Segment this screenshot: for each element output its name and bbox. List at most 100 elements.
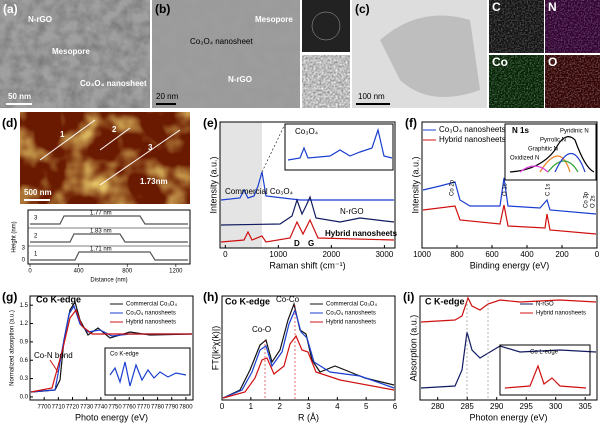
panel-title: Co K-edge <box>36 294 81 304</box>
legend-label: Hybrid nanosheets <box>126 320 176 326</box>
x-tick-label: 3 <box>306 402 311 411</box>
profile-label: 2 <box>34 234 38 240</box>
x-tick-label: 400 <box>520 250 534 259</box>
inset-peak <box>519 165 549 173</box>
panel-letter: (f) <box>405 116 417 130</box>
x-tick-label: 1 <box>249 402 254 411</box>
panel-b: (b) Co₃O₄ nanosheet Mesopore N-rGO 20 nm <box>152 0 350 108</box>
profile-label: 1 <box>34 252 38 258</box>
x-tick-label: 3000 <box>375 250 393 259</box>
y-tick-label: 0.0 <box>20 395 29 401</box>
y-label: Normalized absorption (a.u.) <box>10 310 16 386</box>
x-tick-label: 300 <box>549 402 563 411</box>
panel-i: (i) C K-edge N-rGO Hybrid nanosheets Co … <box>403 290 597 400</box>
inset-title: N 1s <box>512 126 529 135</box>
label: Co₃O₄ nanosheet <box>190 37 253 46</box>
x-tick-label: 1000 <box>269 250 287 259</box>
curve <box>30 304 192 393</box>
inset-peak <box>547 160 579 173</box>
inset-frame <box>499 344 591 396</box>
inset-label: Pyridinic N <box>560 129 589 135</box>
map-label: N <box>548 0 557 14</box>
panel-a: (a) N-rGO Mesopore Co₃O₄ nanosheet 50 nm <box>0 0 150 108</box>
x-tick-label: 4 <box>335 402 340 411</box>
panel-title: Co K-edge <box>225 296 270 306</box>
y-tick-label: 0.6 <box>20 358 29 364</box>
x-label: Raman shift (cm⁻¹) <box>269 260 345 270</box>
x-label: Binding energy (eV) <box>470 260 550 270</box>
panel-title: C K-edge <box>425 296 465 306</box>
label: Co₃O₄ nanosheet <box>80 79 147 88</box>
panel-letter: (g) <box>2 290 17 304</box>
scale-label: 20 nm <box>156 92 179 101</box>
panel-letter: (h) <box>203 290 218 304</box>
legend-label: Co₃O₄ nanosheets <box>439 125 506 134</box>
inset-peak <box>554 152 586 173</box>
x-tick-label: 2000 <box>322 250 340 259</box>
panel-d: (d) 1 2 3 1.73nm 500 nm 3 2 1 1.77 nm 1.… <box>2 112 191 284</box>
peak-label: C 1s <box>546 184 552 196</box>
y-tick-label: 0 <box>22 258 26 264</box>
panel-letter: (c) <box>355 2 370 16</box>
scale-label: 50 nm <box>8 92 31 101</box>
panel-f: (f) Co₃O₄ nanosheets Hybrid nanosheets N… <box>405 116 597 235</box>
profile-frame <box>27 209 191 265</box>
y-tick-label: 3 <box>22 246 26 252</box>
curve <box>222 334 395 399</box>
profile-height: 1.83 nm <box>90 229 112 235</box>
x-tick-label: 7760 <box>123 405 137 411</box>
legend-label: Hybrid nanosheets <box>439 135 506 144</box>
peak-label: G <box>308 239 314 248</box>
panel-letter: (a) <box>3 2 18 16</box>
x-tick-label: 280 <box>431 402 445 411</box>
legend-label: Hybrid nanosheets <box>326 320 376 326</box>
peak-label: Co-Co <box>276 295 300 304</box>
x-tick-label: 295 <box>520 402 534 411</box>
x-tick-label: 0 <box>28 269 32 275</box>
legend-label: Co₃O₄ nanosheets <box>326 311 376 317</box>
curve <box>422 177 597 215</box>
peak-label: D <box>294 239 300 248</box>
y-label: Intensity (a.u.) <box>410 156 420 213</box>
panel-c: (c) 100 nm C N Co O <box>352 0 600 108</box>
label: Mesopore <box>52 47 90 56</box>
saed-inset <box>302 0 350 52</box>
x-label: Photo energy (eV) <box>75 412 148 422</box>
afm-texture <box>20 112 190 204</box>
map-label: C <box>492 0 501 14</box>
y-tick-label: 0.3 <box>20 376 29 382</box>
shade <box>220 122 262 248</box>
profile-line <box>39 119 96 161</box>
x-tick-label: 305 <box>579 402 593 411</box>
curve <box>420 331 597 389</box>
curve <box>222 301 395 399</box>
profile-label: 3 <box>34 216 38 222</box>
x-tick-label: 7720 <box>66 405 80 411</box>
x-tick-label: 600 <box>485 250 499 259</box>
inset-title: Co L-edge <box>530 350 559 356</box>
curve-label: Hybrid nanosheets <box>325 229 398 238</box>
label: N-rGO <box>28 15 52 24</box>
x-tick-label: 1200 <box>169 269 183 275</box>
label: Mesopore <box>255 15 293 24</box>
x-tick-label: 2 <box>277 402 282 411</box>
profile-line <box>99 127 131 151</box>
x-tick-label: 0 <box>220 402 225 411</box>
panel-letter: (d) <box>2 116 17 130</box>
legend-label: Commercial Co₃O₄ <box>126 302 177 308</box>
x-tick-label: 0 <box>595 250 600 259</box>
peak-label: Co-O <box>252 325 271 334</box>
plot-frame <box>419 295 598 401</box>
inset-curve <box>504 364 587 389</box>
plot-frame <box>29 295 194 401</box>
line-label: 2 <box>112 125 117 134</box>
note-arrow <box>49 359 59 373</box>
y-tick-label: 1.5 <box>20 303 29 309</box>
sheet <box>380 15 480 98</box>
panel-e: (e) Co₃O₄ Commercial Co₃O₄ N-rGO Hybrid … <box>203 116 398 248</box>
x-tick-label: 400 <box>74 269 85 275</box>
inset-frame <box>284 123 394 171</box>
x-tick-label: 6 <box>393 402 398 411</box>
scale-label: 100 nm <box>358 92 385 101</box>
